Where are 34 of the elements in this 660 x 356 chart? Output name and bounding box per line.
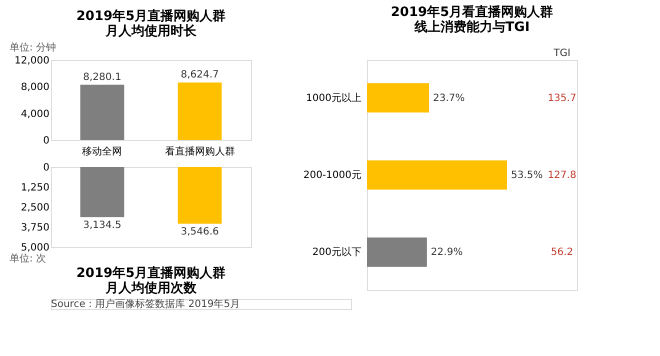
y-tick-label: 2,500 [20,202,50,214]
text: TGI [552,48,570,59]
y-tick-label: 8,000 [20,82,50,94]
y-tick-label: 5,000 [20,242,50,254]
text: 56.2 [550,247,574,258]
data-label: 53.5% [511,170,543,181]
y-tick-label: 3,750 [20,222,50,234]
y-tick-label: 4,000 [20,108,50,120]
chart-title: 2019年5月看直播网购人群 [390,4,554,20]
text: 月人均使用次数 [104,281,198,296]
data-label: 23.7% [433,92,465,104]
text: 135.7 [548,92,576,104]
y-tick-label: 12,000 [14,56,50,66]
data-label: 22.9% [430,247,463,258]
y-tick-label: 1,250 [20,182,50,194]
x-tick-label: 移动全网 [82,146,122,158]
y-tick-label: 1000元以上 [306,92,362,104]
data-label: 3,546.6 [180,226,219,238]
y-tick-label: 200-1000元 [303,170,362,181]
chart-subtitle: 线上消费能力与TGI [413,19,530,35]
chart-title: 2019年5月直播网购人群 [76,9,226,24]
y-axis-title: 单位: 分钟 [10,42,56,54]
y-tick-label: 0 [43,136,50,146]
x-tick-label: 看直播网购人群 [164,146,235,158]
chart-subtitle: 月人均使用时长 [104,24,198,39]
y-axis-title: 单位: 次 [10,252,46,264]
data-label: 8,280.1 [83,72,122,83]
text: 127.8 [548,170,576,181]
y-tick-label: 200元以下 [312,246,362,258]
source-note: Source : 用户画像标签数据库 2019年5月 [51,298,240,310]
data-label: 3,134.5 [83,220,122,232]
text: 2019年5月直播网购人群 [76,266,226,281]
y-tick-label: 0 [43,162,50,174]
data-label: 8,624.7 [180,70,219,80]
